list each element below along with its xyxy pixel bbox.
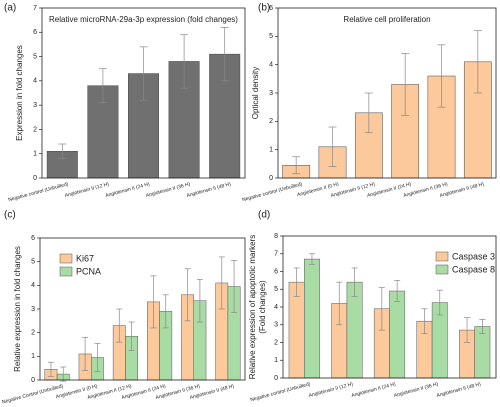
y-tick-label: 2	[269, 118, 273, 125]
y-tick-label: 6	[33, 29, 37, 36]
panel-label: (c)	[4, 210, 16, 221]
y-tick-label: 1	[31, 353, 35, 360]
legend-label: Caspase 8	[452, 264, 495, 274]
legend-label: Caspase 3	[452, 251, 495, 261]
y-tick-label: 6	[274, 268, 278, 275]
y-tick-label: 1	[33, 151, 37, 158]
y-tick-label: 3	[269, 90, 273, 97]
legend-swatch	[435, 264, 449, 275]
panel-label: (a)	[4, 3, 16, 14]
y-tick-label: 4	[31, 282, 35, 289]
x-tick-label: Angiotensin II (36 H)	[145, 181, 191, 199]
bar	[389, 290, 406, 379]
panel-label: (d)	[258, 210, 270, 221]
plot-frame	[39, 237, 246, 381]
x-tick-label: Angiotensin II (12 H)	[64, 181, 110, 199]
y-tick-label: 3	[31, 306, 35, 313]
y-axis-label: Optical density	[251, 67, 260, 119]
y-tick-label: 5	[274, 286, 278, 293]
plot-frame	[277, 7, 497, 179]
x-tick-label: Angiotensin II (48 H)	[186, 181, 232, 199]
y-tick-label: 0	[269, 175, 273, 182]
y-tick-label: 4	[274, 304, 278, 311]
y-tick-label: 4	[33, 78, 37, 85]
y-tick-label: 3	[274, 322, 278, 329]
x-tick-label: Angiotensin II (12 H)	[308, 381, 354, 399]
legend-swatch	[59, 266, 73, 277]
y-axis-label: Relative expression in fold changes	[13, 246, 22, 372]
legend-swatch	[59, 253, 73, 264]
y-axis-label: (Fold changes)	[258, 280, 267, 334]
y-tick-label: 5	[269, 33, 273, 40]
y-tick-label: 6	[31, 235, 35, 242]
plot-frame	[41, 7, 246, 179]
y-tick-label: 6	[269, 5, 273, 12]
x-tick-label: Angiotensin II (24 H)	[105, 181, 151, 199]
y-tick-label: 8	[274, 233, 278, 240]
y-tick-label: 2	[33, 126, 37, 133]
chart-title: Relative microRNA-29a-3p expression (fol…	[49, 15, 238, 24]
y-tick-label: 0	[274, 375, 278, 382]
y-tick-label: 3	[33, 102, 37, 109]
y-tick-label: 2	[274, 339, 278, 346]
legend-swatch	[435, 251, 449, 262]
y-axis-label: Relative expression of apoptotic markers	[248, 235, 257, 380]
bar	[474, 326, 491, 379]
y-tick-label: 7	[274, 251, 278, 258]
legend-label: Ki67	[76, 253, 94, 263]
bar	[304, 258, 320, 379]
y-tick-label: 0	[31, 377, 35, 384]
y-tick-label: 5	[31, 259, 35, 266]
y-tick-label: 0	[33, 175, 37, 182]
x-tick-label: Angiotensin II (24 H)	[351, 381, 397, 399]
x-tick-label: Angiotensin II (48 H)	[436, 381, 482, 399]
y-axis-label: Expression in fold changes	[15, 45, 24, 141]
x-tick-label: Negative control (Unbuilted)	[242, 181, 304, 203]
y-tick-label: 5	[33, 53, 37, 60]
x-tick-label: Negative control (Unbuilted)	[8, 181, 70, 203]
y-tick-label: 2	[31, 330, 35, 337]
chart-title: Relative cell proliferation	[343, 15, 430, 24]
y-tick-label: 7	[33, 5, 37, 12]
legend-label: PCNA	[76, 266, 101, 276]
panel-label: (b)	[258, 3, 270, 14]
x-tick-label: Negative control (Unbuilted)	[250, 381, 312, 403]
plot-frame	[282, 235, 497, 379]
y-tick-label: 1	[274, 357, 278, 364]
x-tick-label: Angiotensin II (36 H)	[393, 381, 439, 399]
y-tick-label: 1	[269, 147, 273, 154]
y-tick-label: 4	[269, 62, 273, 69]
